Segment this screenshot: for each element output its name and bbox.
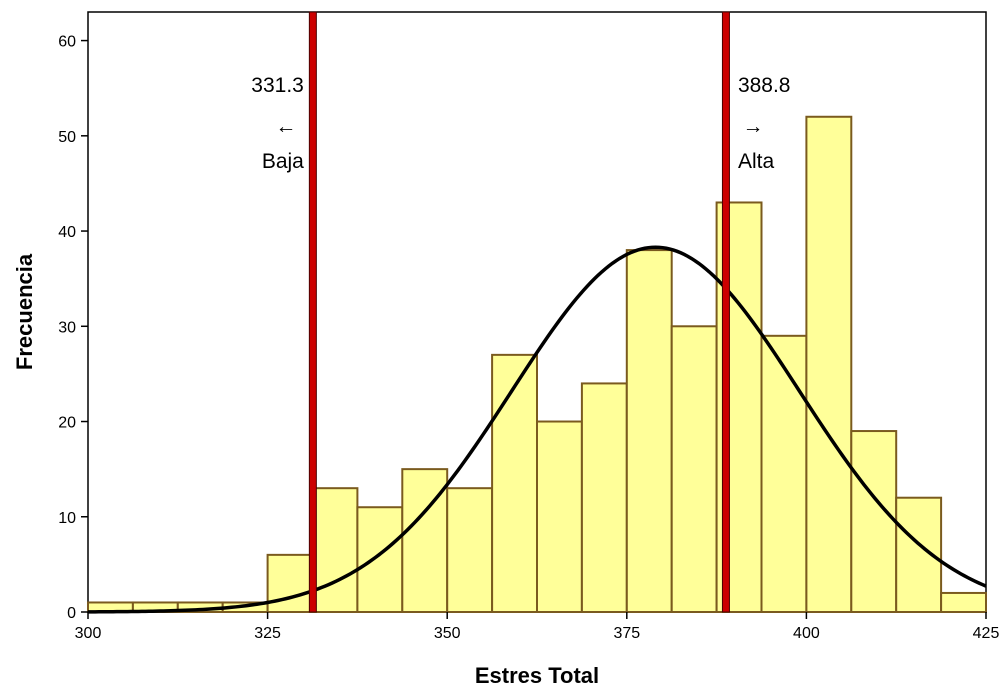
y-axis-title: Frecuencia [12, 253, 37, 370]
histogram-bar [266, 553, 314, 613]
x-axis-title: Estres Total [475, 663, 599, 688]
arrow-right-icon: → [742, 115, 763, 138]
cutoff-line-alta [721, 11, 730, 613]
cutoff-category-label: Alta [738, 150, 775, 173]
arrow-left-icon: ← [275, 115, 296, 138]
cutoff-value-label: 388.8 [738, 74, 791, 97]
histogram-bar [850, 430, 898, 613]
x-tick-label: 325 [254, 625, 281, 642]
histogram-bar [446, 487, 494, 614]
x-tick-label: 425 [973, 625, 1000, 642]
histogram-bar [356, 506, 404, 613]
cutoff-category-label: Baja [262, 150, 304, 173]
normal-curve [87, 245, 987, 614]
histogram-bar [670, 325, 718, 613]
x-axis: 300 325 350 375 400 425 [75, 612, 1000, 642]
histogram-bar [625, 249, 673, 613]
histogram-bar [491, 353, 539, 613]
y-tick-label: 40 [58, 224, 76, 241]
y-tick-label: 10 [58, 510, 76, 527]
x-tick-label: 375 [613, 625, 640, 642]
histogram-bar [536, 420, 583, 613]
y-tick-label: 0 [67, 605, 76, 622]
y-tick-label: 50 [58, 129, 76, 146]
histogram-bar [760, 334, 808, 613]
x-tick-label: 300 [75, 625, 102, 642]
y-tick-label: 30 [58, 319, 76, 336]
histogram-bar [805, 115, 853, 613]
x-tick-label: 350 [434, 625, 461, 642]
histogram-bars [87, 115, 987, 614]
y-tick-label: 60 [58, 34, 76, 51]
cutoff-markers: 331.3 ← Baja 388.8 → Alta [251, 11, 791, 613]
cutoff-value-label: 331.3 [251, 74, 304, 97]
y-tick-label: 20 [58, 415, 76, 432]
histogram-bar [940, 591, 987, 614]
histogram-bar [311, 487, 359, 614]
histogram-bar [580, 382, 628, 613]
x-tick-label: 400 [793, 625, 820, 642]
cutoff-line-baja [308, 11, 317, 613]
y-axis: 0 10 20 30 40 50 60 [58, 34, 88, 622]
